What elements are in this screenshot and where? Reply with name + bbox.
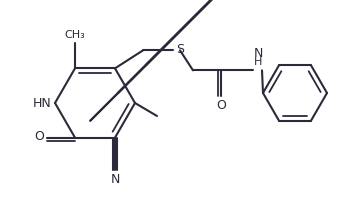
Text: S: S xyxy=(176,43,184,56)
Text: CH₃: CH₃ xyxy=(65,30,85,40)
Text: O: O xyxy=(34,130,44,143)
Text: N: N xyxy=(110,173,120,186)
Text: O: O xyxy=(216,99,226,112)
Text: HN: HN xyxy=(32,96,51,110)
Text: N: N xyxy=(254,47,263,60)
Text: H: H xyxy=(254,57,262,67)
